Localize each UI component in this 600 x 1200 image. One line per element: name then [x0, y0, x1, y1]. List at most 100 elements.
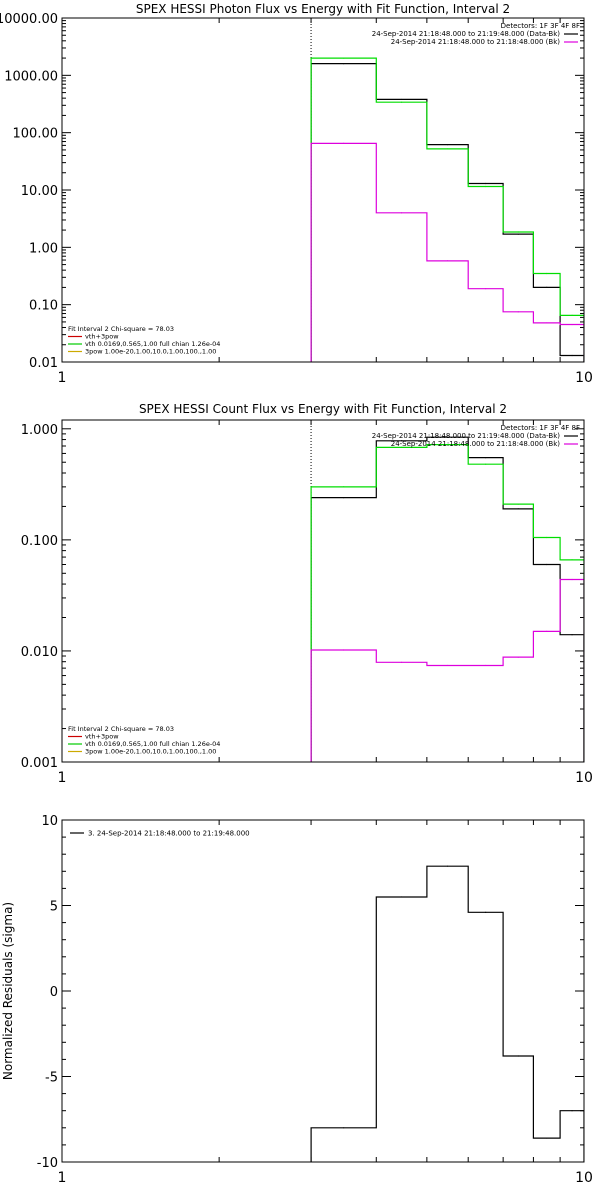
series-1-point: [485, 911, 487, 913]
y-tick-label: 1000.00: [4, 69, 58, 84]
y-tick-label: 10: [41, 814, 58, 829]
series-1-point: [400, 98, 403, 101]
series-1-point: [546, 286, 548, 289]
x-tick-label: 1: [58, 370, 67, 386]
series-3-point: [446, 664, 449, 667]
y-axis-label: Normalized Residuals (sigma): [1, 902, 15, 1080]
data-interval-label: 24-Sep-2014 21:18:48.000 to 21:19:48.000…: [372, 30, 561, 38]
y-tick-label: 10000.00: [0, 12, 58, 27]
data-interval-label: 24-Sep-2014 21:18:48.000 to 21:19:48.000…: [372, 432, 561, 440]
series-3-point: [571, 578, 573, 581]
y-tick-label: 0.10: [29, 299, 58, 314]
series-1-histogram: [310, 436, 584, 762]
series-1-point: [400, 896, 403, 898]
y-tick-label: 1.000: [21, 423, 58, 438]
y-tick-label: 100.00: [13, 127, 59, 142]
y-tick-label: 0: [50, 985, 58, 1000]
series-1-point: [446, 143, 449, 146]
series-3-histogram: [310, 578, 584, 762]
y-tick-label: -5: [45, 1071, 58, 1086]
fit-legend-entry: vth+3pow: [85, 733, 119, 741]
chart-panel-1: SPEX HESSI Photon Flux vs Energy with Fi…: [0, 2, 593, 386]
series-3-point: [446, 260, 449, 262]
series-2-point: [571, 314, 573, 316]
series-1-point: [517, 508, 519, 510]
fit-legend-entry: vth+3pow: [85, 333, 119, 341]
y-tick-label: 0.100: [21, 534, 58, 549]
chart-panel-3: Normalized Residuals (sigma) -10 -5 0 5 10 1 10…: [1, 814, 593, 1186]
fit-legend-header: Fit Interval 2 Chi-square = 78.03: [68, 725, 174, 733]
series-1-histogram: [310, 63, 584, 362]
x-tick-label: 1: [58, 770, 67, 786]
fit-legend-entry: 3pow 1.00e-20,1.00,10.0,1.00,100.,1.00: [85, 348, 216, 356]
y-tick-label: 0.01: [29, 356, 58, 371]
x-tick-label: 10: [575, 1170, 593, 1186]
series-2-point: [485, 463, 487, 465]
series-1-point: [485, 457, 487, 459]
plot-frame: [61, 819, 585, 1163]
series-3-point: [400, 212, 403, 214]
y-tick-label: 0.010: [21, 645, 58, 660]
series-1-histogram: [310, 865, 584, 1162]
plot-frame: [61, 17, 585, 363]
residual-legend-label: 3. 24-Sep-2014 21:18:48.000 to 21:19:48.…: [88, 830, 250, 838]
series-1-point: [517, 233, 519, 235]
y-tick-label: 5: [50, 900, 58, 915]
fit-legend-entry: vth 0.0169,0.565,1.00 full chian 1.26e-0…: [85, 340, 220, 348]
series-1-point: [343, 1127, 345, 1129]
x-tick-label: 1: [58, 1170, 67, 1186]
series-3-point: [400, 661, 403, 663]
chart-title: SPEX HESSI Count Flux vs Energy with Fit…: [139, 402, 507, 416]
series-1-point: [546, 563, 548, 566]
series-1-point: [343, 497, 345, 499]
series-2-point: [546, 272, 548, 275]
series-2-point: [343, 57, 345, 59]
series-3-point: [571, 323, 573, 326]
series-2-point: [400, 101, 403, 103]
series-2-histogram: [310, 57, 584, 362]
background-interval-label: 24-Sep-2014 21:18:48.000 to 21:18:48.000…: [391, 38, 561, 46]
series-3-point: [343, 142, 345, 144]
series-1-point: [446, 436, 449, 438]
series-1-point: [343, 63, 345, 65]
series-2-point: [400, 446, 403, 448]
fit-legend-header: Fit Interval 2 Chi-square = 78.03: [68, 325, 174, 333]
series-1-point: [517, 1055, 519, 1057]
series-1-point: [571, 1110, 573, 1112]
background-interval-label: 24-Sep-2014 21:18:48.000 to 21:18:48.000…: [391, 440, 561, 448]
y-tick-label: -10: [37, 1156, 58, 1171]
y-tick-label: 0.001: [21, 756, 58, 771]
series-3-point: [485, 288, 487, 290]
series-2-histogram: [310, 444, 584, 762]
x-tick-label: 10: [575, 770, 593, 786]
series-1-point: [400, 440, 403, 442]
series-2-point: [517, 231, 519, 233]
fit-legend-entry: 3pow 1.00e-20,1.00,10.0,1.00,100.,1.00: [85, 748, 216, 756]
series-2-point: [517, 503, 519, 505]
series-2-point: [546, 536, 548, 539]
series-1-point: [446, 865, 449, 867]
series-2-point: [485, 185, 487, 188]
series-3-histogram: [310, 142, 584, 362]
series-3-point: [485, 664, 487, 667]
plot-frame: [61, 419, 585, 763]
fit-legend-entry: vth 0.0169,0.565,1.00 full chian 1.26e-0…: [85, 740, 220, 748]
series-1-point: [485, 182, 487, 185]
chart-title: SPEX HESSI Photon Flux vs Energy with Fi…: [136, 2, 510, 16]
series-2-point: [446, 444, 449, 446]
series-2-point: [343, 486, 345, 488]
series-1-point: [571, 354, 573, 357]
y-tick-label: 1.00: [29, 241, 58, 256]
series-3-point: [343, 649, 345, 651]
series-3-point: [517, 311, 519, 313]
series-3-point: [546, 322, 548, 324]
series-3-point: [517, 656, 519, 658]
detectors-label: Detectors: 1F 3F 4F 8F: [501, 424, 580, 432]
series-2-point: [571, 559, 573, 561]
x-tick-label: 10: [575, 370, 593, 386]
series-1-point: [571, 634, 573, 636]
series-1-point: [546, 1137, 548, 1139]
series-2-point: [446, 148, 449, 150]
chart-panel-2: SPEX HESSI Count Flux vs Energy with Fit…: [21, 402, 593, 786]
